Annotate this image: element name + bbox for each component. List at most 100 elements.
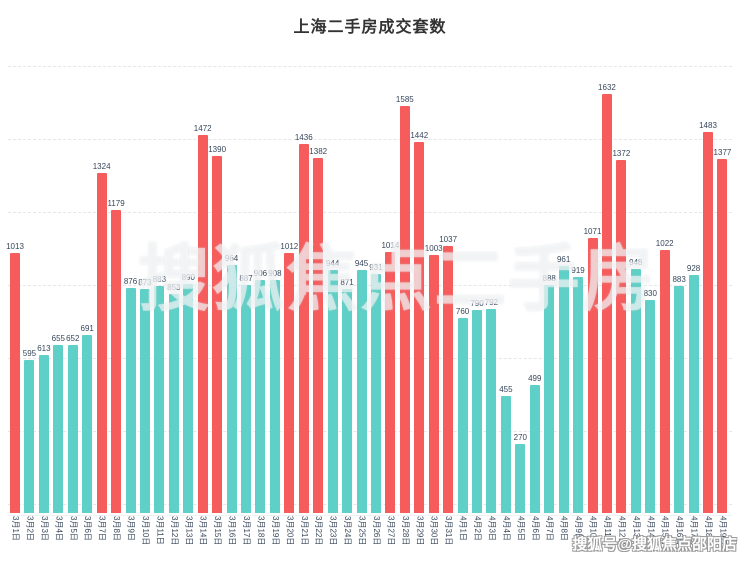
bar <box>269 280 280 513</box>
bar-value-label: 1014 <box>381 241 400 250</box>
bar <box>255 280 266 513</box>
x-axis-label: 4月5日 <box>516 516 526 541</box>
bar-value-label: 455 <box>499 385 513 394</box>
bar-value-label: 1372 <box>612 149 631 158</box>
bar <box>385 252 396 513</box>
bar-value-label: 499 <box>528 374 542 383</box>
bar-column: 1483 4月18日 <box>699 121 717 558</box>
x-axis-label: 4月13日 <box>631 516 641 546</box>
bar-column: 1012 3月20日 <box>280 242 298 558</box>
bar <box>659 250 670 513</box>
bar <box>38 355 49 513</box>
x-axis-label: 4月12日 <box>617 516 627 546</box>
chart-title: 上海二手房成交套数 <box>293 19 447 36</box>
bar <box>356 270 367 513</box>
bar <box>284 253 295 513</box>
bar-value-label: 873 <box>138 278 152 287</box>
bar-column: 1013 3月1日 <box>6 242 24 558</box>
bar <box>529 385 540 513</box>
bar-column: 270 4月5日 <box>514 433 527 558</box>
bar-value-label: 1037 <box>439 235 458 244</box>
x-axis-label: 3月14日 <box>198 516 208 546</box>
bar-column: 595 3月2日 <box>22 349 37 558</box>
gridline <box>8 139 732 140</box>
x-axis-label: 3月26日 <box>371 516 381 546</box>
bar-value-label: 931 <box>369 263 383 272</box>
bar-value-label: 1003 <box>424 244 443 253</box>
bar-value-label: 1472 <box>193 124 212 133</box>
bar-value-label: 790 <box>470 299 484 308</box>
bar <box>601 94 612 513</box>
bar-value-label: 1483 <box>699 121 717 130</box>
x-axis-label: 3月9日 <box>126 516 136 541</box>
bar-value-label: 928 <box>686 264 701 273</box>
bar-value-label: 883 <box>672 275 686 284</box>
bar-column: 919 4月9日 <box>571 266 585 558</box>
bar <box>327 270 338 513</box>
gridline <box>8 358 732 359</box>
bar <box>428 255 439 513</box>
x-axis-label: 3月7日 <box>97 516 107 541</box>
bar-value-label: 888 <box>542 274 556 283</box>
bar-column: 1632 4月11日 <box>598 83 616 558</box>
bar-value-label: 961 <box>556 255 571 264</box>
bar-value-label: 919 <box>571 266 585 275</box>
bar-value-label: 1585 <box>395 95 414 104</box>
bar <box>10 253 20 513</box>
bar <box>645 300 656 513</box>
bar <box>587 238 598 513</box>
bar-column: 906 3月18日 <box>253 269 268 558</box>
bar-column: 887 3月17日 <box>239 274 253 558</box>
bar-column: 1022 4月15日 <box>656 239 674 558</box>
bar <box>717 159 728 513</box>
bar-column: 455 4月4日 <box>499 385 513 558</box>
bar-value-label: 595 <box>22 349 37 358</box>
bar <box>139 289 150 513</box>
bar-value-label: 906 <box>253 269 268 278</box>
bar <box>212 156 223 513</box>
x-axis-label: 4月2日 <box>473 516 482 541</box>
bar <box>154 286 165 513</box>
bar-column: 652 3月5日 <box>66 334 80 558</box>
x-axis-label: 4月14日 <box>646 516 656 546</box>
bar-value-label: 1436 <box>294 133 313 142</box>
x-axis-label: 3月2日 <box>25 516 35 541</box>
bar <box>500 396 511 513</box>
x-axis-label: 4月4日 <box>501 516 511 541</box>
bar-value-label: 1179 <box>107 199 125 208</box>
bar <box>342 289 353 513</box>
bar-column: 871 3月24日 <box>340 278 354 558</box>
bar-column: 1377 4月19日 <box>714 148 732 558</box>
x-axis-label: 3月20日 <box>285 516 295 546</box>
bar <box>313 158 324 513</box>
plot-area: 1013 3月1日 595 3月2日 613 3月3日 655 3月4日 652 3月5日 691 3… <box>6 83 732 558</box>
bar-value-label: 1071 <box>583 227 602 236</box>
x-axis-label: 3月5日 <box>68 516 78 541</box>
gridline <box>8 66 732 67</box>
x-axis-label: 4月3日 <box>487 516 497 541</box>
x-axis-label: 3月29日 <box>415 516 425 546</box>
bar-column: 1472 3月14日 <box>194 124 212 558</box>
x-axis-label: 3月23日 <box>328 516 338 546</box>
bar <box>226 265 237 513</box>
bar-value-label: 964 <box>224 254 239 263</box>
bar-value-label: 652 <box>66 334 80 343</box>
bar <box>241 285 251 513</box>
bar-column: 853 3月12日 <box>167 283 180 558</box>
x-axis-label: 3月11日 <box>155 516 165 545</box>
x-axis-label: 3月19日 <box>270 516 280 546</box>
x-axis-label: 4月15日 <box>660 516 670 546</box>
x-axis-label: 4月16日 <box>675 516 685 546</box>
gridline <box>8 212 732 213</box>
bar-value-label: 871 <box>340 278 354 287</box>
bar <box>457 318 468 513</box>
x-axis-label: 3月22日 <box>314 516 324 546</box>
bar-column: 908 3月19日 <box>268 269 281 558</box>
bar-column: 1003 3月30日 <box>425 244 443 558</box>
x-axis-label: 3月27日 <box>386 516 396 546</box>
bar-column: 830 4月14日 <box>644 289 657 558</box>
bar <box>82 335 93 513</box>
bar-value-label: 887 <box>239 274 253 283</box>
x-axis-label: 3月30日 <box>429 516 439 546</box>
bar-value-label: 1377 <box>713 148 732 157</box>
